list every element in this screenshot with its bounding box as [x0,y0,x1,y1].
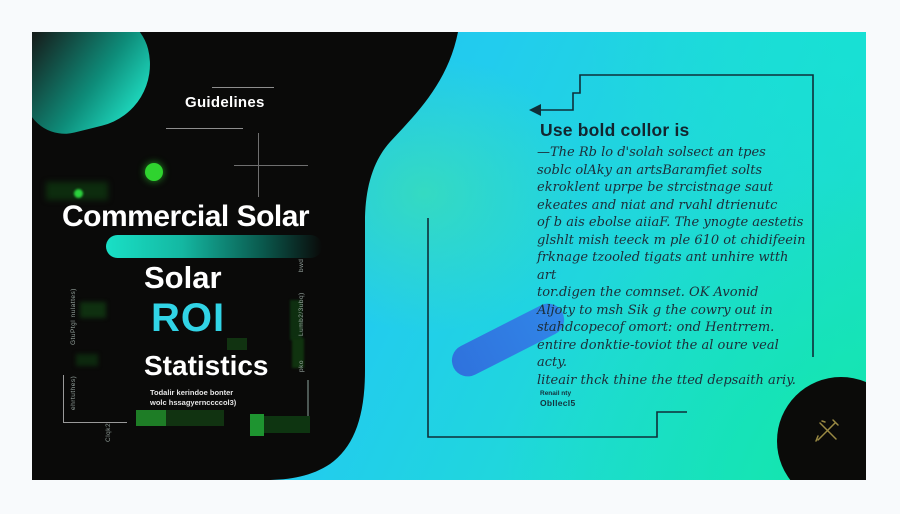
body-line: liteair thck thine the tted depsaith ari… [537,372,796,388]
body-line: frknage tzooled tigats ant unhire wtth a… [537,250,789,283]
teal-pill-underline [106,235,322,258]
title-commercial-solar: Commercial Solar [62,200,310,233]
glitch-rect [136,410,166,426]
right-footer-small: Renail nty [540,390,572,397]
body-line: of b ais ebolse aiiaF. The ynogte aestet… [537,215,804,230]
green-dot [145,163,163,181]
right-body-text: —The Rb lo d'solah solsect an tpes soblc… [537,144,807,389]
left-caption: Todalir kerindoe bonter wolc hssagyerncc… [150,388,236,408]
side-label-right-mid: Lumb2/3ubq) [298,292,305,336]
side-label-right-top: bwd [298,258,305,272]
crosshair-icon [258,133,259,197]
glitch-rect [250,414,264,436]
stepped-bottom-line [427,218,687,438]
title-statistics: Statistics [144,350,269,381]
side-label-right-bottom: pko [298,360,305,372]
kicker-line-bottom [166,128,243,129]
side-label-left-bottom: ehrtuthes) [70,375,77,410]
kicker-label: Guidelines [185,94,265,111]
glitch-rect [292,338,304,368]
body-line: ekeates and niat and rvahl dtrienutc [537,197,778,213]
body-line: stahdcopecof omort: ond Hentrrem. [537,320,775,335]
glitch-rect [76,354,98,366]
crossed-clubs-icon [812,416,842,451]
stepped-arrow-line [538,74,814,357]
body-line: —The Rb lo d'solah solsect an tpes [537,145,766,160]
side-label-left-corner: Clqk2 [105,422,112,442]
right-heading: Use bold collor is [540,120,690,140]
body-line: Aljoty to msh Sik g the cowry out in [537,302,773,318]
glitch-rect [227,338,247,350]
kicker-line-top [212,87,274,88]
glitch-rect [166,410,224,426]
crosshair-icon [234,165,308,166]
title-solar: Solar [144,260,222,295]
left-arrowhead-icon [529,104,541,116]
caption-line: Todalir kerindoe bonter [150,388,234,397]
caption-line: wolc hssagyernccccol3) [150,398,237,407]
l-line-horizontal [63,422,127,423]
title-roi-accent: ROI [151,296,226,340]
body-line: entire donktie-toviot the al oure veal a… [537,337,779,371]
body-line: tor.digen the comnset. OK Avonid [537,285,759,300]
glitch-dot [74,189,83,198]
body-line: ekroklent uprpe be strcistnage saut [537,180,774,195]
right-footer-label: Obllecl5 [540,398,576,408]
body-line: soblc olAky an artsBaramfiet solts [537,162,763,178]
l-line-vertical [63,375,64,423]
glitch-rect [290,300,302,340]
body-line: glshlt mish teeck m ple 610 ot chidifeei… [537,232,806,248]
poster-design: Guidelines Commercial Solar Solar ROI St… [32,32,866,480]
side-label-left-top: GtuPtgl nulattes) [70,288,77,345]
glitch-rect [264,416,310,433]
glitch-rect [80,302,106,318]
